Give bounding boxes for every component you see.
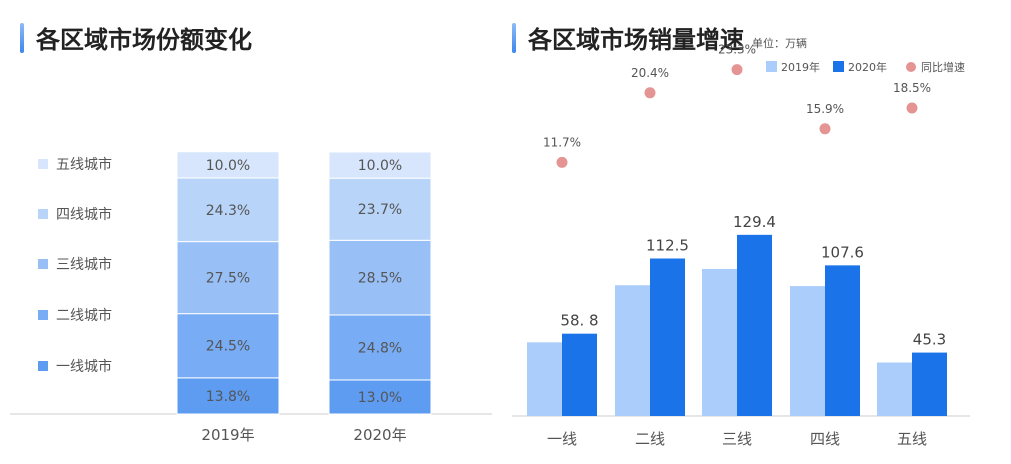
market-share-title: 各区域市场份额变化 (36, 26, 252, 54)
unit-label: 单位：万辆 (752, 37, 807, 50)
growth-dot (906, 102, 918, 114)
legend-label: 2020年 (848, 60, 887, 74)
share-segment (176, 241, 280, 315)
share-segment (176, 151, 280, 179)
legend-swatch (38, 159, 48, 169)
share-segment (328, 314, 432, 381)
legend-swatch (38, 259, 48, 269)
growth-value-label: 20.4% (631, 66, 669, 80)
x-tick-label: 一线 (547, 430, 577, 448)
legend-swatch (766, 61, 777, 72)
legend-label: 二线城市 (56, 307, 112, 324)
legend-label: 三线城市 (56, 256, 112, 273)
legend-swatch (833, 61, 844, 72)
share-value-label: 23.7% (358, 202, 402, 218)
share-segment (176, 177, 280, 243)
share-value-label: 10.0% (358, 158, 402, 174)
title-accent-bar (512, 22, 516, 53)
share-segment (176, 377, 280, 415)
share-value-label: 24.5% (206, 339, 250, 355)
bar-2019 (527, 342, 562, 416)
x-tick-label: 五线 (897, 430, 927, 448)
bar-2020-value-label: 112.5 (646, 237, 689, 255)
bar-2020-value-label: 58. 8 (560, 312, 598, 330)
growth-value-label: 15.9% (806, 102, 844, 116)
bar-2020 (825, 265, 860, 416)
bar-2020 (562, 333, 597, 416)
legend-label: 五线城市 (56, 156, 112, 173)
growth-value-label: 11.7% (543, 135, 581, 149)
title-accent-bar (20, 22, 24, 53)
x-tick-label: 2019年 (201, 426, 254, 444)
growth-dot (556, 156, 568, 168)
legend-label: 四线城市 (56, 206, 112, 223)
x-tick-label: 二线 (635, 430, 665, 448)
legend-swatch (38, 361, 48, 371)
growth-dot (644, 87, 656, 99)
share-value-label: 28.5% (358, 271, 402, 287)
growth-value-label: 18.5% (893, 81, 931, 95)
share-value-label: 13.8% (206, 389, 250, 405)
growth-dot (731, 64, 743, 76)
share-value-label: 24.3% (206, 203, 250, 219)
bar-2020 (650, 258, 685, 416)
bar-2020 (737, 234, 772, 416)
bar-2019 (877, 362, 912, 416)
share-segment (328, 151, 432, 179)
bar-2019 (615, 285, 650, 416)
bar-2020-value-label: 107.6 (821, 243, 864, 261)
market-share-title-wrap: 各区域市场份额变化 (20, 20, 252, 55)
market-share-panel: 各区域市场份额变化 13.8% 24.5% 27.5% 24.3% 10.0% 2019年… (0, 0, 500, 464)
growth-dot (819, 123, 831, 135)
bar-2019 (790, 286, 825, 416)
bar-2019 (702, 269, 737, 416)
share-value-label: 13.0% (358, 390, 402, 406)
share-value-label: 27.5% (206, 271, 250, 287)
share-segment (328, 177, 432, 241)
legend-swatch (38, 209, 48, 219)
sales-growth-title-wrap: 各区域市场销量增速 单位：万辆 (512, 20, 807, 55)
bar-2020 (912, 352, 947, 416)
sales-growth-title: 各区域市场销量增速 (528, 26, 744, 54)
legend-label: 一线城市 (56, 358, 112, 375)
share-segment (328, 239, 432, 316)
x-tick-label: 四线 (810, 430, 840, 448)
x-tick-label: 2020年 (353, 426, 406, 444)
growth-value-label: 23.3% (718, 43, 756, 57)
legend-label: 2019年 (781, 60, 820, 74)
bar-2020-value-label: 129.4 (733, 213, 776, 231)
share-value-label: 24.8% (358, 340, 402, 356)
legend-dot (906, 62, 916, 72)
legend-swatch (38, 310, 48, 320)
sales-growth-panel: 各区域市场销量增速 单位：万辆 58. 8 11.7% 一线 112.5 20.4% 二线… (500, 0, 1011, 464)
sales-growth-chart: 58. 8 11.7% 一线 112.5 20.4% 二线 129.4 23.3% 三线 107.… (512, 43, 970, 448)
legend-label: 同比增速 (921, 60, 965, 74)
bar-2020-value-label: 45.3 (913, 331, 946, 349)
share-segment (328, 379, 432, 415)
x-tick-label: 三线 (722, 430, 752, 448)
share-value-label: 10.0% (206, 158, 250, 174)
market-share-chart: 13.8% 24.5% 27.5% 24.3% 10.0% 2019年 13.0% 24.8%… (10, 151, 492, 444)
